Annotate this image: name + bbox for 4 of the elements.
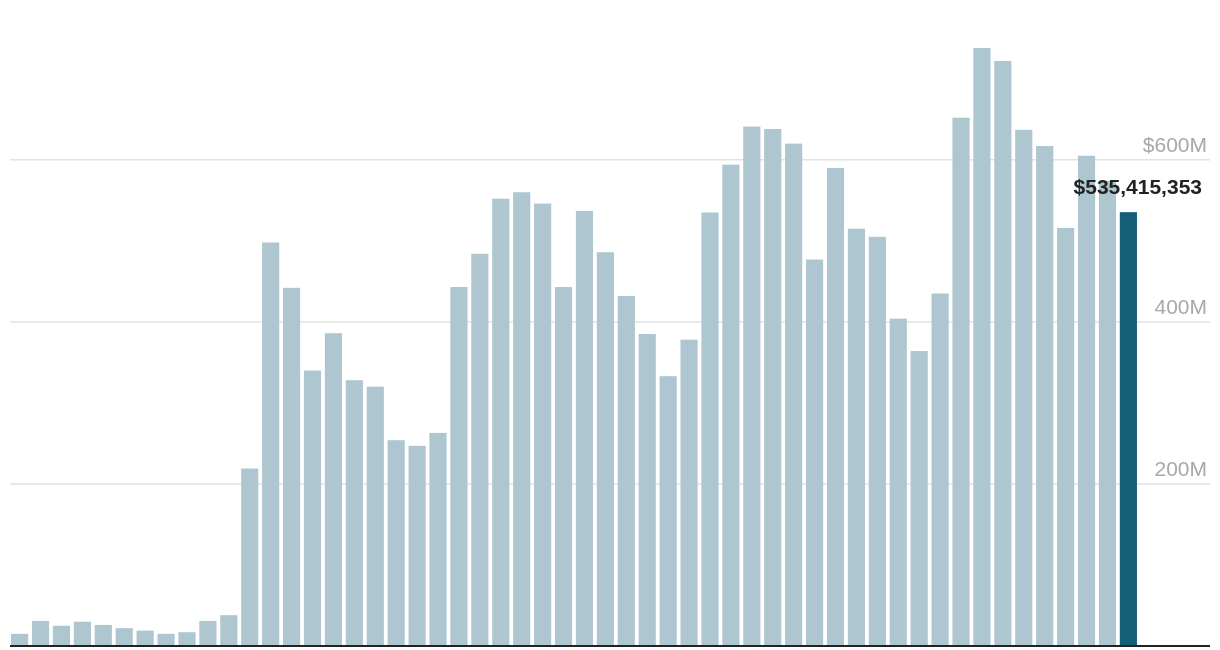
y-tick-label: 200M xyxy=(1154,456,1207,480)
y-tick-label: $600M xyxy=(1142,132,1207,156)
annotation: $535,415,353 xyxy=(1073,175,1202,199)
y-tick-label: 400M xyxy=(1154,294,1207,318)
